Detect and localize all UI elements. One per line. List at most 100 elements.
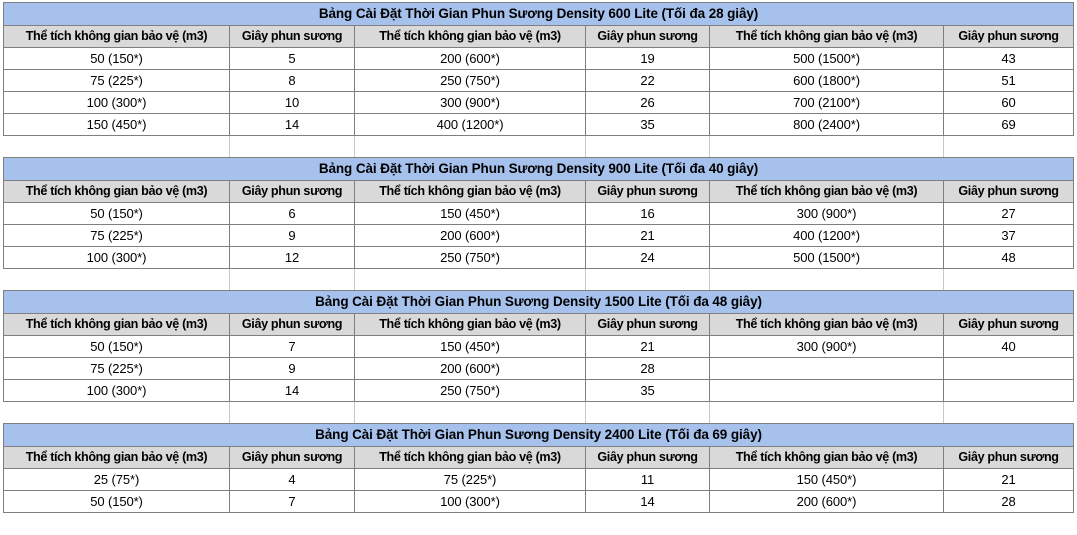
column-header[interactable]: Giây phun sương xyxy=(229,180,355,203)
table-cell[interactable]: 43 xyxy=(943,47,1074,70)
table-cell[interactable]: 26 xyxy=(585,91,710,114)
table-cell[interactable]: 12 xyxy=(229,246,355,269)
table-cell[interactable]: 35 xyxy=(585,379,710,402)
column-header[interactable]: Thể tích không gian bảo vệ (m3) xyxy=(354,25,586,48)
table-cell[interactable]: 75 (225*) xyxy=(354,468,586,491)
table-cell[interactable]: 11 xyxy=(585,468,710,491)
table-cell[interactable]: 300 (900*) xyxy=(709,335,944,358)
column-header[interactable]: Thể tích không gian bảo vệ (m3) xyxy=(709,313,944,336)
table-cell[interactable]: 50 (150*) xyxy=(3,490,230,513)
table-cell[interactable]: 7 xyxy=(229,335,355,358)
blank-cell[interactable] xyxy=(585,402,710,423)
table-cell[interactable]: 700 (2100*) xyxy=(709,91,944,114)
column-header[interactable]: Thể tích không gian bảo vệ (m3) xyxy=(354,313,586,336)
table-cell[interactable]: 250 (750*) xyxy=(354,69,586,92)
table-cell[interactable]: 500 (1500*) xyxy=(709,47,944,70)
blank-cell[interactable] xyxy=(229,402,355,423)
table-cell[interactable]: 75 (225*) xyxy=(3,224,230,247)
table-cell[interactable]: 4 xyxy=(229,468,355,491)
table-cell[interactable]: 100 (300*) xyxy=(3,246,230,269)
table-title[interactable]: Bảng Cài Đặt Thời Gian Phun Sương Densit… xyxy=(3,290,1074,314)
blank-cell[interactable] xyxy=(3,402,230,423)
column-header[interactable]: Giây phun sương xyxy=(229,25,355,48)
column-header[interactable]: Giây phun sương xyxy=(585,313,710,336)
table-cell[interactable]: 150 (450*) xyxy=(709,468,944,491)
column-header[interactable]: Giây phun sương xyxy=(943,446,1074,469)
column-header[interactable]: Giây phun sương xyxy=(943,313,1074,336)
table-cell[interactable]: 19 xyxy=(585,47,710,70)
table-cell[interactable]: 250 (750*) xyxy=(354,379,586,402)
column-header[interactable]: Giây phun sương xyxy=(585,180,710,203)
table-cell[interactable] xyxy=(943,379,1074,402)
blank-cell[interactable] xyxy=(943,269,1073,290)
blank-cell[interactable] xyxy=(709,136,944,157)
column-header[interactable]: Giây phun sương xyxy=(585,446,710,469)
table-cell[interactable]: 9 xyxy=(229,357,355,380)
column-header[interactable]: Thể tích không gian bảo vệ (m3) xyxy=(709,25,944,48)
table-title[interactable]: Bảng Cài Đặt Thời Gian Phun Sương Densit… xyxy=(3,423,1074,447)
table-cell[interactable]: 400 (1200*) xyxy=(354,113,586,136)
table-cell[interactable] xyxy=(709,357,944,380)
table-cell[interactable]: 200 (600*) xyxy=(709,490,944,513)
blank-cell[interactable] xyxy=(354,402,586,423)
column-header[interactable]: Giây phun sương xyxy=(229,446,355,469)
table-cell[interactable]: 50 (150*) xyxy=(3,202,230,225)
column-header[interactable]: Giây phun sương xyxy=(585,25,710,48)
blank-cell[interactable] xyxy=(229,136,355,157)
column-header[interactable]: Thể tích không gian bảo vệ (m3) xyxy=(709,446,944,469)
column-header[interactable]: Thể tích không gian bảo vệ (m3) xyxy=(3,446,230,469)
table-cell[interactable]: 100 (300*) xyxy=(354,490,586,513)
table-cell[interactable]: 200 (600*) xyxy=(354,357,586,380)
table-cell[interactable]: 22 xyxy=(585,69,710,92)
table-cell[interactable]: 60 xyxy=(943,91,1074,114)
table-cell[interactable] xyxy=(943,357,1074,380)
table-cell[interactable]: 27 xyxy=(943,202,1074,225)
table-cell[interactable]: 21 xyxy=(585,335,710,358)
table-cell[interactable]: 100 (300*) xyxy=(3,91,230,114)
blank-cell[interactable] xyxy=(709,269,944,290)
table-cell[interactable]: 9 xyxy=(229,224,355,247)
table-cell[interactable]: 400 (1200*) xyxy=(709,224,944,247)
table-cell[interactable]: 150 (450*) xyxy=(3,113,230,136)
table-cell[interactable]: 8 xyxy=(229,69,355,92)
table-cell[interactable]: 300 (900*) xyxy=(709,202,944,225)
column-header[interactable]: Thể tích không gian bảo vệ (m3) xyxy=(3,180,230,203)
table-cell[interactable]: 14 xyxy=(585,490,710,513)
table-cell[interactable]: 200 (600*) xyxy=(354,224,586,247)
table-cell[interactable]: 7 xyxy=(229,490,355,513)
blank-cell[interactable] xyxy=(943,136,1073,157)
table-cell[interactable]: 100 (300*) xyxy=(3,379,230,402)
blank-cell[interactable] xyxy=(943,402,1073,423)
table-cell[interactable]: 24 xyxy=(585,246,710,269)
blank-cell[interactable] xyxy=(585,136,710,157)
table-cell[interactable]: 51 xyxy=(943,69,1074,92)
table-cell[interactable]: 40 xyxy=(943,335,1074,358)
table-cell[interactable]: 10 xyxy=(229,91,355,114)
table-cell[interactable]: 75 (225*) xyxy=(3,69,230,92)
table-cell[interactable]: 48 xyxy=(943,246,1074,269)
table-cell[interactable]: 28 xyxy=(585,357,710,380)
table-cell[interactable]: 50 (150*) xyxy=(3,335,230,358)
blank-cell[interactable] xyxy=(354,269,586,290)
table-cell[interactable]: 75 (225*) xyxy=(3,357,230,380)
table-cell[interactable]: 6 xyxy=(229,202,355,225)
table-title[interactable]: Bảng Cài Đặt Thời Gian Phun Sương Densit… xyxy=(3,157,1074,181)
column-header[interactable]: Thể tích không gian bảo vệ (m3) xyxy=(3,313,230,336)
table-cell[interactable]: 21 xyxy=(943,468,1074,491)
table-cell[interactable]: 14 xyxy=(229,379,355,402)
table-cell[interactable]: 21 xyxy=(585,224,710,247)
table-cell[interactable]: 600 (1800*) xyxy=(709,69,944,92)
table-cell[interactable]: 500 (1500*) xyxy=(709,246,944,269)
table-cell[interactable]: 200 (600*) xyxy=(354,47,586,70)
column-header[interactable]: Giây phun sương xyxy=(229,313,355,336)
column-header[interactable]: Giây phun sương xyxy=(943,180,1074,203)
column-header[interactable]: Thể tích không gian bảo vệ (m3) xyxy=(709,180,944,203)
table-cell[interactable]: 250 (750*) xyxy=(354,246,586,269)
table-cell[interactable] xyxy=(709,379,944,402)
table-cell[interactable]: 35 xyxy=(585,113,710,136)
blank-cell[interactable] xyxy=(3,136,230,157)
table-cell[interactable]: 800 (2400*) xyxy=(709,113,944,136)
table-cell[interactable]: 150 (450*) xyxy=(354,335,586,358)
blank-cell[interactable] xyxy=(354,136,586,157)
blank-cell[interactable] xyxy=(3,269,230,290)
